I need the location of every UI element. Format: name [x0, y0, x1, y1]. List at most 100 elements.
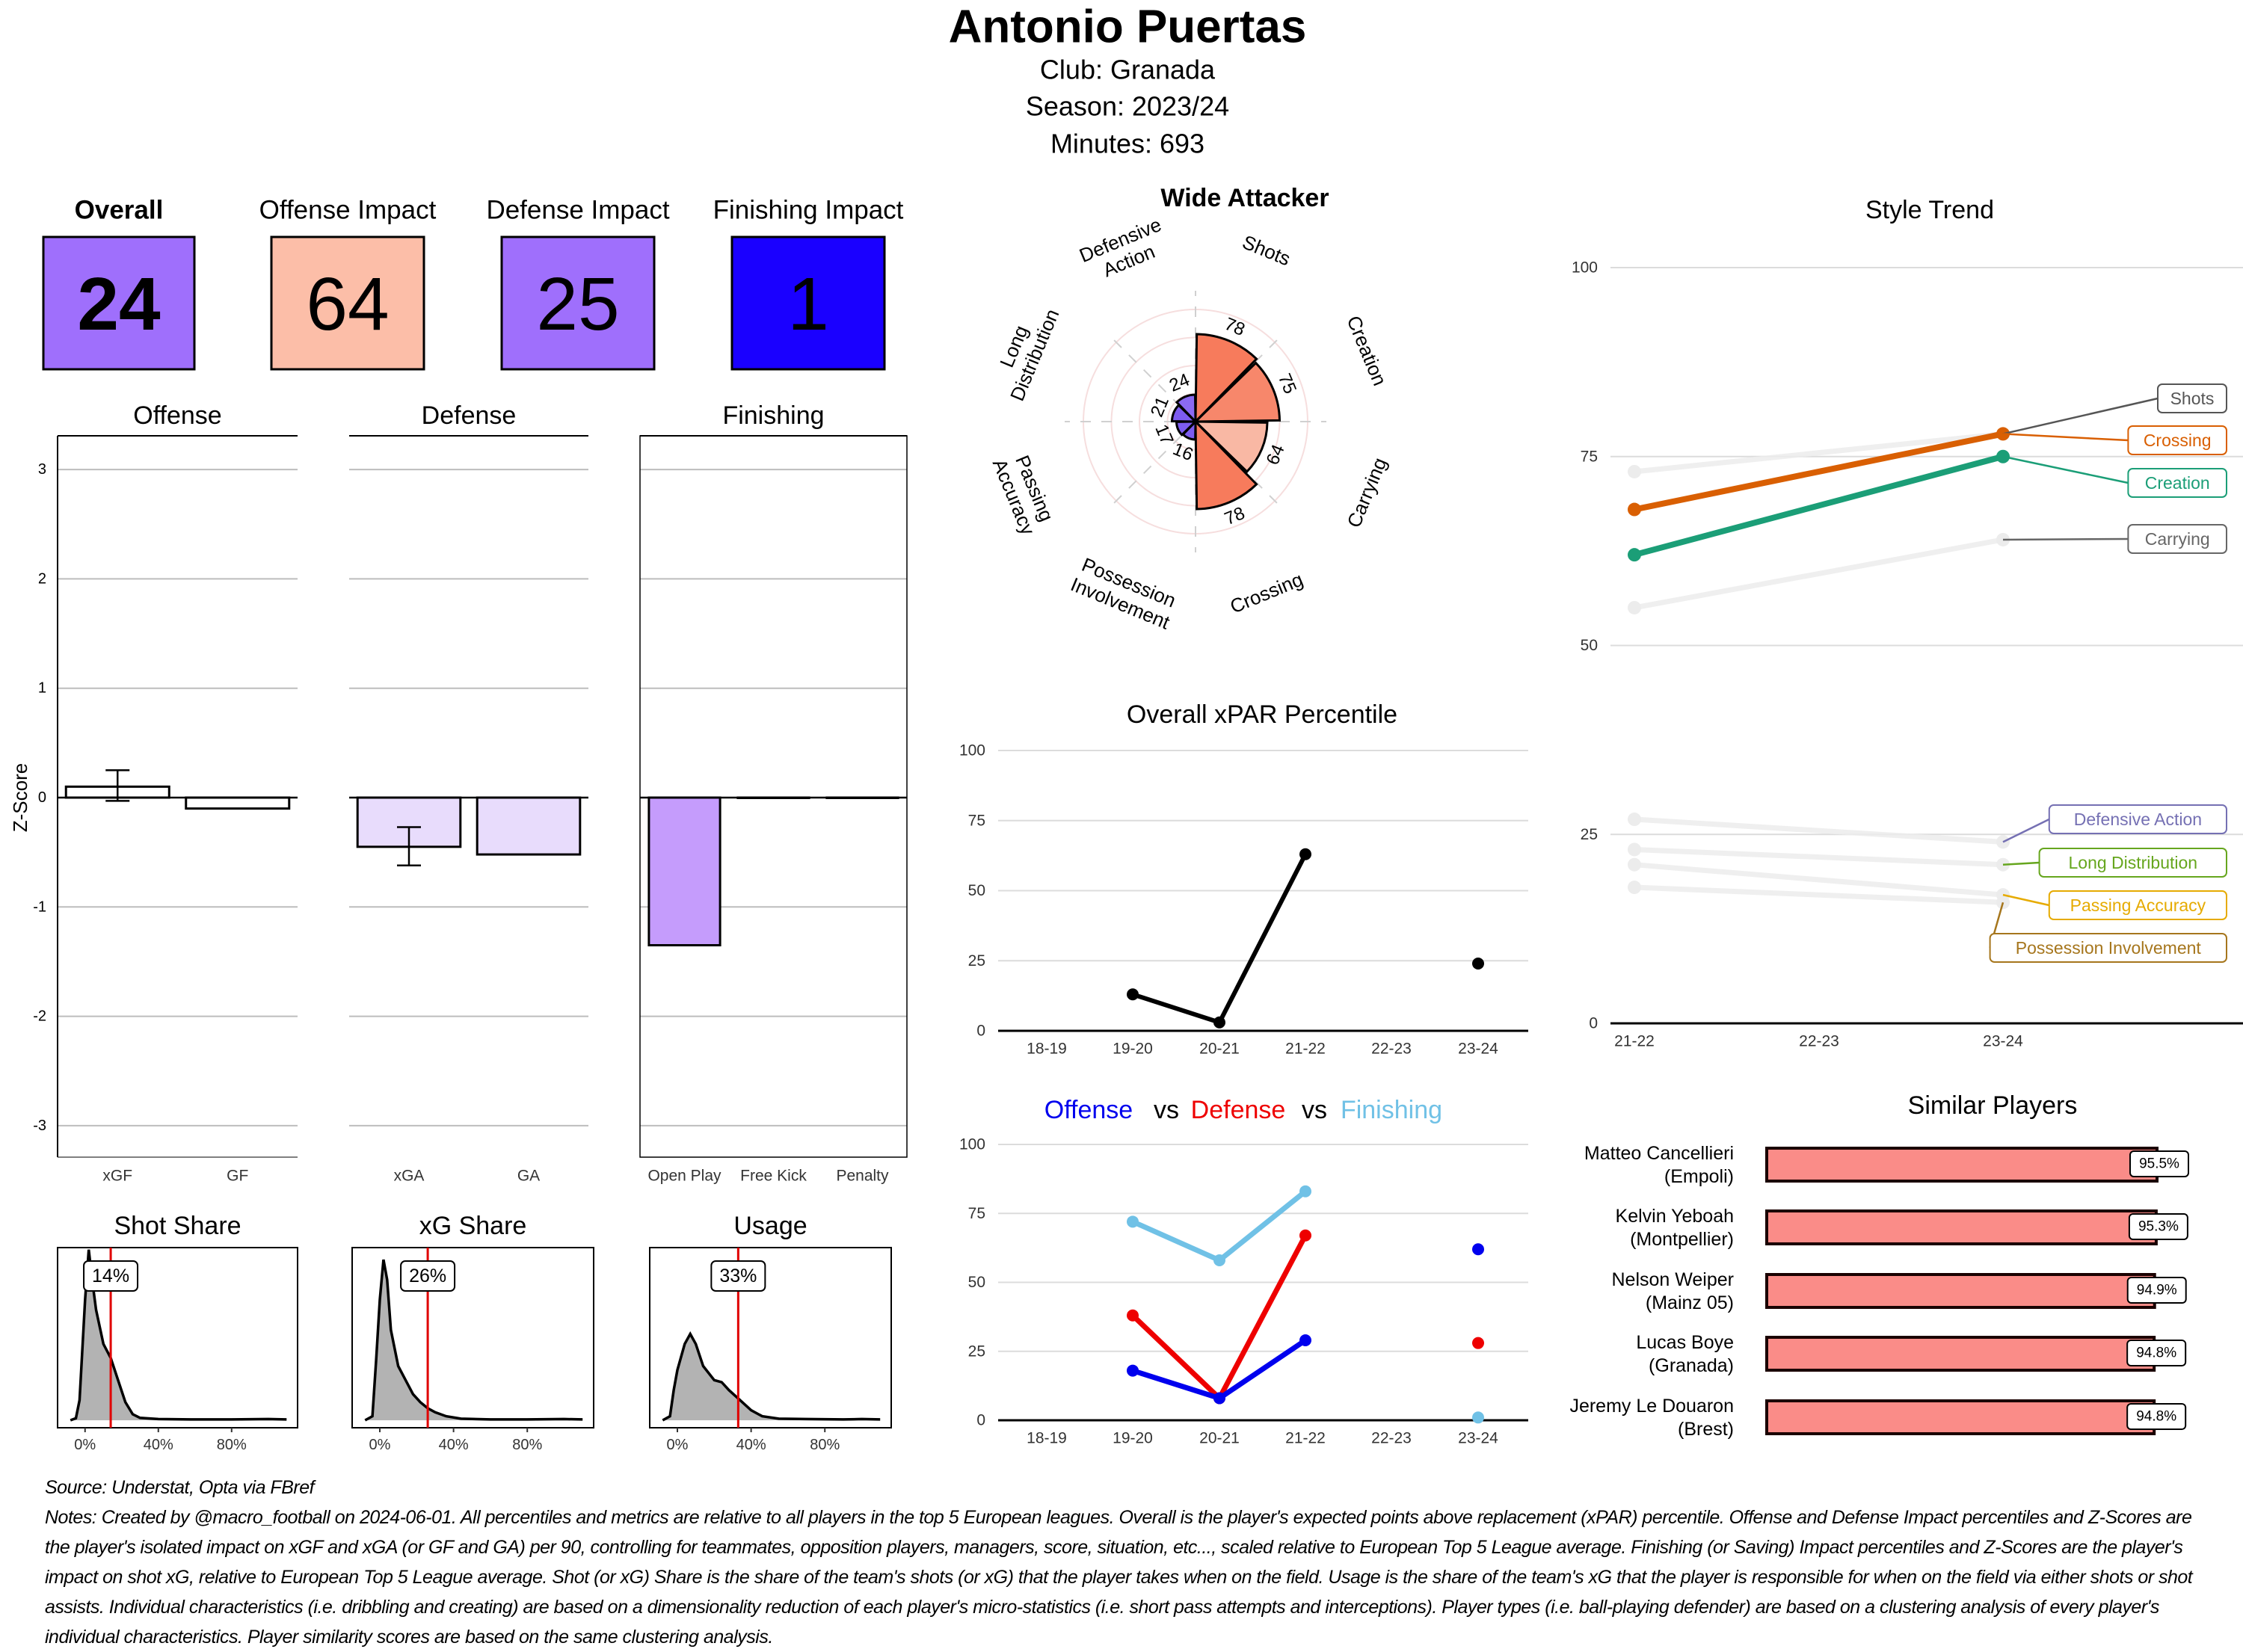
impact-card: Overall 24 — [42, 196, 196, 371]
x-tick-label: 21-22 — [1285, 1041, 1326, 1058]
trend-label: Possession Involvement — [2016, 938, 2202, 958]
impact-box — [730, 235, 886, 371]
trend-line — [1634, 846, 2004, 868]
player-club-label: (Empoli) — [1664, 1166, 1734, 1187]
ovd-title: Offense vs Defense vs Finishing — [1044, 1096, 1442, 1124]
z-score-tick-label: 3 — [38, 461, 46, 478]
polar-bar — [1175, 393, 1197, 425]
polar-value-label: 78 — [1222, 314, 1248, 340]
trend-label-connector — [2002, 397, 2159, 435]
similarity-label: 94.9% — [2137, 1283, 2177, 1298]
ovd-point — [1299, 1334, 1311, 1346]
similar-player-row: Jeremy Le Douaron(Brest) 94.8% — [1569, 1396, 2187, 1440]
impact-label: Overall — [75, 196, 164, 225]
trend-label-box — [2127, 524, 2227, 554]
trend-line — [1633, 453, 2004, 558]
player-name-label: Lucas Boye — [1636, 1332, 1734, 1353]
x-tick-label: 23-24 — [1983, 1033, 2023, 1050]
z-score-tick-label: -2 — [33, 1008, 46, 1025]
trend-label-box — [1989, 933, 2228, 963]
trend-label-box — [2127, 425, 2227, 455]
panel-title: Defense — [422, 401, 517, 430]
trend-label-connector — [2002, 893, 2050, 907]
impact-card: Finishing Impact 1 — [713, 196, 904, 371]
ovd-title-part: vs — [1302, 1096, 1327, 1124]
player-name-label: Nelson Weiper — [1611, 1269, 1734, 1290]
density-title: xG Share — [419, 1212, 527, 1240]
panel-title: Finishing — [722, 401, 824, 430]
xpar-point — [1472, 958, 1484, 970]
density-panel: Shot Share 14% 0% 40% 80% — [57, 1212, 298, 1453]
density-tick-label: 80% — [217, 1437, 247, 1453]
y-tick-label: 0 — [976, 1023, 985, 1040]
ovd-title-part: Offense — [1044, 1096, 1133, 1124]
source-text: Source: Understat, Opta via FBref — [45, 1477, 315, 1498]
polar-bar — [1193, 361, 1282, 423]
player-name-label: Jeremy Le Douaron — [1569, 1396, 1734, 1417]
similarity-label: 95.5% — [2139, 1156, 2179, 1172]
marker-label: 14% — [92, 1266, 129, 1286]
ovd-point — [1299, 1185, 1311, 1198]
ovd-line-finishing — [1133, 1192, 1478, 1418]
minutes-line: Minutes: 693 — [1050, 129, 1204, 159]
impact-value: 1 — [787, 262, 829, 346]
density-tick-label: 40% — [144, 1437, 173, 1453]
z-score-axis-label: Z-Score — [9, 763, 31, 832]
polar-value-label: 24 — [1166, 370, 1193, 396]
player-club-label: (Brest) — [1678, 1419, 1734, 1440]
similarity-label: 94.8% — [2136, 1346, 2176, 1361]
trend-point — [1628, 502, 1641, 517]
trend-label-box — [2157, 383, 2227, 413]
trend-label-connector — [2002, 818, 2050, 843]
density-tick-label: 0% — [74, 1437, 96, 1453]
season-line: Season: 2023/24 — [1026, 91, 1229, 122]
y-tick-label: 0 — [976, 1412, 985, 1429]
trend-line — [1634, 816, 2004, 845]
impact-card: Defense Impact 25 — [486, 196, 670, 371]
x-tick-label: 23-24 — [1458, 1430, 1498, 1447]
trend-point — [1628, 857, 1641, 872]
z-score-tick-label: 2 — [38, 570, 46, 587]
impact-box — [500, 235, 656, 371]
similarity-label-box — [2126, 1277, 2187, 1304]
category-tick-label: Open Play — [647, 1168, 721, 1185]
trend-point — [1628, 842, 1641, 857]
density-area — [662, 1334, 881, 1420]
trend-line — [1634, 862, 2004, 898]
ovd-point — [1127, 1309, 1139, 1322]
x-tick-label: 19-20 — [1113, 1041, 1153, 1058]
category-tick-label: Penalty — [836, 1168, 889, 1185]
xpar-point — [1127, 988, 1139, 1001]
ovd-point — [1299, 1229, 1311, 1242]
density-area — [365, 1260, 583, 1420]
club-line: Club: Granada — [1040, 55, 1216, 85]
similarity-bar — [1765, 1209, 2158, 1245]
y-tick-label: 50 — [968, 882, 985, 899]
player-name-label: Kelvin Yeboah — [1616, 1206, 1734, 1227]
player-club-label: (Montpellier) — [1630, 1229, 1734, 1250]
impact-label: Defense Impact — [486, 196, 669, 225]
density-tick-label: 80% — [810, 1437, 840, 1453]
similarity-label: 94.8% — [2136, 1409, 2176, 1425]
z-score-panel-offense: Offense xGF GF — [57, 401, 298, 1185]
ovd-point — [1127, 1215, 1139, 1228]
similarity-label-box — [2128, 1213, 2188, 1240]
density-line — [662, 1331, 881, 1422]
x-tick-label: 20-21 — [1199, 1430, 1240, 1447]
density-title: Shot Share — [114, 1212, 241, 1240]
player-club-label: (Mainz 05) — [1646, 1292, 1734, 1313]
player-club-label: (Granada) — [1649, 1355, 1734, 1376]
polar-bar — [1193, 420, 1269, 474]
similarity-label-box — [2129, 1150, 2189, 1177]
trend-line — [1634, 431, 2004, 475]
density-title: Usage — [733, 1212, 807, 1240]
y-tick-label: 75 — [968, 1205, 985, 1222]
z-score-panel-defense: Defense xGA GA — [349, 401, 588, 1185]
trend-point — [1628, 600, 1641, 614]
xpar-point — [1299, 848, 1311, 860]
panel-frame — [639, 435, 908, 1158]
impact-label: Offense Impact — [259, 196, 437, 225]
similar-player-row: Nelson Weiper(Mainz 05) 94.9% — [1611, 1269, 2187, 1313]
